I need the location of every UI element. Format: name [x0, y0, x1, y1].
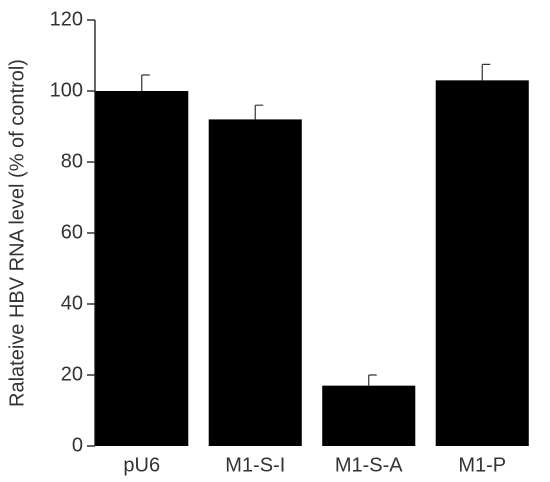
bar: [208, 119, 302, 447]
y-tick-label: 120: [50, 8, 83, 30]
error-bar: [254, 104, 264, 120]
y-tick-label: 60: [61, 221, 83, 243]
y-tick-label: 20: [61, 363, 83, 385]
x-tick-label: M1-S-I: [225, 454, 285, 476]
error-bar: [141, 74, 150, 91]
bar: [322, 385, 416, 446]
y-tick-label: 100: [50, 79, 83, 101]
x-tick-label: M1-S-A: [335, 454, 403, 476]
x-tick-label: M1-P: [458, 454, 506, 476]
error-bar: [368, 374, 377, 386]
y-tick-label: 40: [61, 292, 83, 314]
y-tick-label: 80: [61, 150, 83, 172]
bar: [435, 80, 529, 446]
error-bar: [481, 63, 491, 81]
y-axis-label: Ralateive HBV RNA level (% of control): [6, 59, 28, 407]
y-tick-label: 0: [72, 434, 83, 456]
x-tick-label: pU6: [123, 454, 160, 476]
bar: [95, 91, 189, 446]
